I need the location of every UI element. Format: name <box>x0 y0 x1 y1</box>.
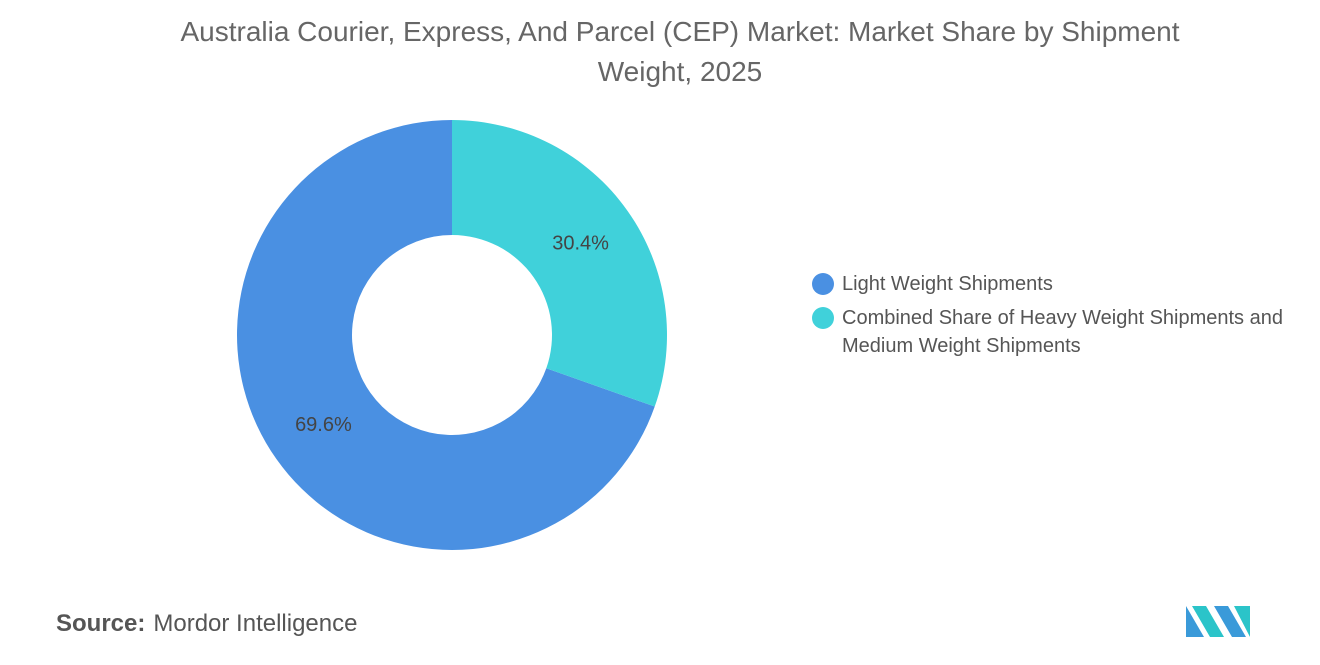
chart-title: Australia Courier, Express, And Parcel (… <box>180 16 1180 87</box>
source-text: Mordor Intelligence <box>153 610 358 637</box>
legend-item: Light Weight Shipments <box>812 270 1292 298</box>
value-label: 69.6% <box>295 414 352 436</box>
legend: Light Weight Shipments Combined Share of … <box>812 270 1292 366</box>
slice <box>237 120 655 551</box>
source-label: Source: <box>56 610 146 637</box>
logo <box>1186 606 1250 637</box>
source: Source: Mordor Intelligence <box>56 610 357 638</box>
legend-label: Combined Share of Heavy Weight Shipments… <box>842 307 1283 357</box>
slice <box>452 120 668 407</box>
legend-swatch <box>812 273 834 295</box>
value-label: 30.4% <box>552 232 609 254</box>
legend-item: Combined Share of Heavy Weight Shipments… <box>812 304 1292 360</box>
legend-swatch <box>812 307 834 329</box>
legend-label: Light Weight Shipments <box>842 273 1053 295</box>
